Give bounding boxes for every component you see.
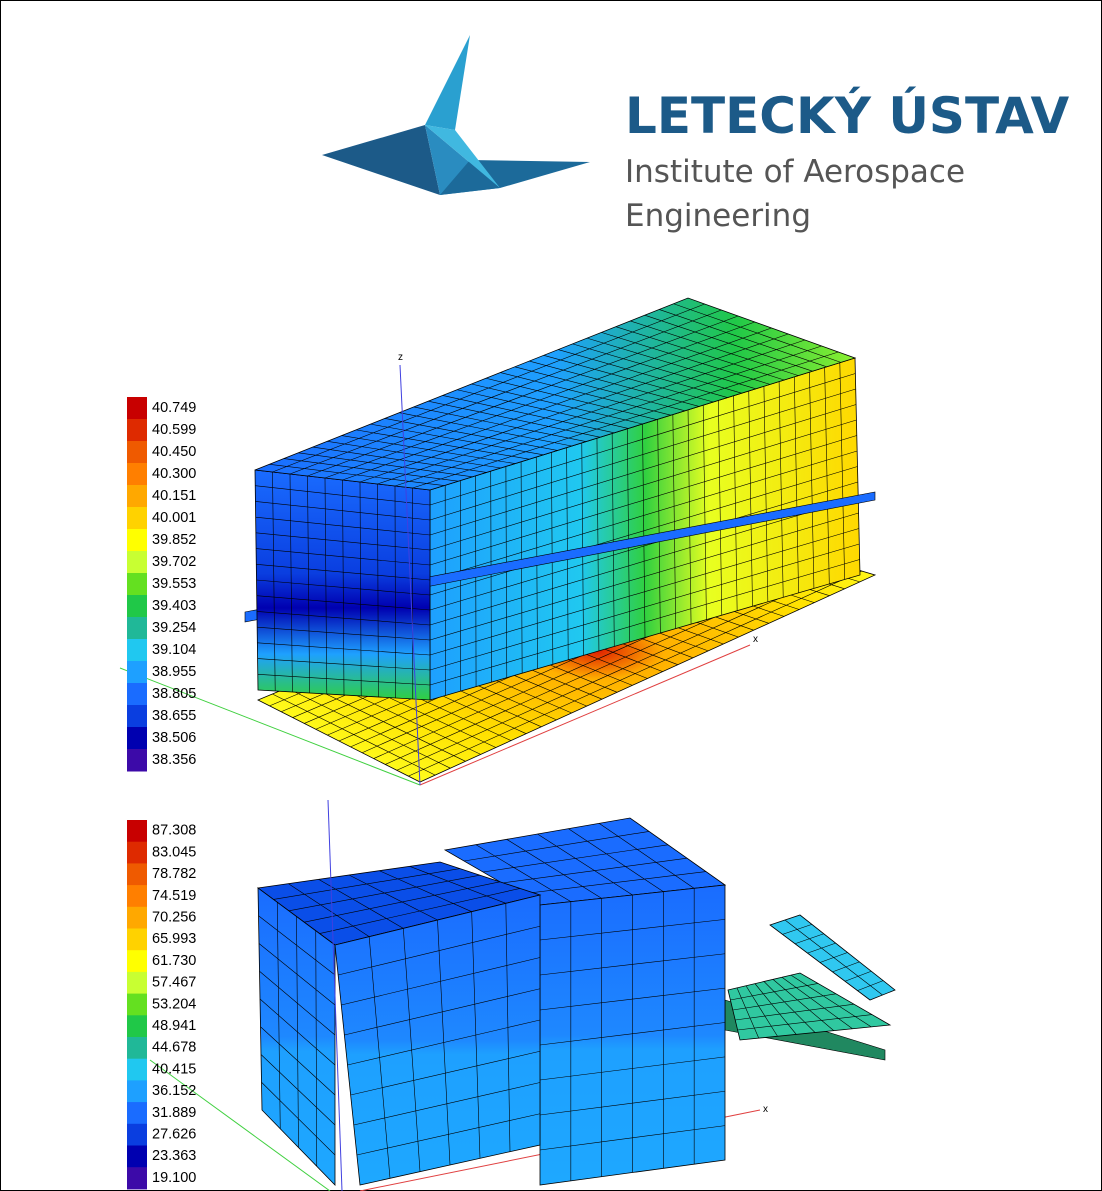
colorbar-swatch (127, 683, 147, 706)
colorbar-swatch (127, 1167, 147, 1190)
colorbar-label: 83.045 (152, 844, 196, 860)
colorbar-swatch (127, 463, 147, 486)
mesh-lines (338, 903, 541, 1179)
mesh-lines (255, 471, 431, 700)
colorbar-label: 38.356 (152, 752, 196, 768)
colorbar-swatch (127, 1037, 147, 1060)
colorbar-swatch (127, 928, 147, 951)
colorbar-label: 40.450 (152, 444, 196, 460)
colorbar-swatch (127, 863, 147, 886)
colorbar-label: 48.941 (152, 1018, 196, 1034)
colorbar-swatch (127, 950, 147, 973)
colorbar-label: 44.678 (152, 1040, 196, 1056)
colorbar-label: 70.256 (152, 909, 196, 925)
axis-line (149, 1059, 331, 1191)
mesh-face (727, 972, 892, 1041)
colorbar-label: 38.506 (152, 730, 196, 746)
colorbar-swatch (127, 906, 147, 929)
colorbar-label: 53.204 (152, 996, 196, 1012)
colorbar-swatch (127, 1015, 147, 1038)
mesh-lines (463, 823, 707, 902)
colorbar-swatch (127, 705, 147, 728)
colorbar-label: 19.100 (152, 1170, 196, 1186)
colorbar-swatch (127, 820, 147, 843)
colorbar-label: 61.730 (152, 953, 196, 969)
colorbar-label: 40.151 (152, 488, 196, 504)
colorbar-label: 31.889 (152, 1105, 196, 1121)
mesh-lines (258, 902, 336, 1167)
colorbar-label: 74.519 (152, 888, 196, 904)
colorbar-label: 23.363 (152, 1148, 196, 1164)
axis-label: x (753, 634, 758, 645)
colorbar-label: 40.599 (152, 422, 196, 438)
colorbar-label: 38.655 (152, 708, 196, 724)
logo-bird (322, 35, 590, 195)
colorbar-swatch (127, 639, 147, 662)
colorbar-label: 65.993 (152, 931, 196, 947)
colorbar-label: 38.955 (152, 664, 196, 680)
colorbar-label: 40.749 (152, 400, 196, 416)
logo-title: LETECKÝ ÚSTAV (625, 86, 1069, 145)
mesh-lines (782, 919, 884, 996)
colorbar-label: 40.415 (152, 1061, 196, 1077)
colorbar-swatch (127, 971, 147, 995)
axis-line (119, 667, 421, 786)
colorbar-swatch (127, 1058, 147, 1081)
colorbar-swatch (127, 841, 147, 864)
colorbar-label: 39.702 (152, 554, 196, 570)
colorbar-label: 39.553 (152, 576, 196, 592)
colorbar-swatch (127, 573, 147, 596)
colorbar-label: 39.403 (152, 598, 196, 614)
fem-render: z x x (119, 297, 896, 1191)
colorbar-swatch (127, 507, 147, 530)
colorbar-label: 87.308 (152, 823, 196, 839)
axis-label: x (763, 1104, 768, 1115)
colorbar-swatch (127, 1080, 147, 1103)
colorbar-label: 40.001 (152, 510, 196, 526)
colorbar-swatch (127, 551, 147, 574)
colorbar-swatch (127, 885, 147, 908)
mesh-lines (269, 303, 841, 489)
colorbar-label: 78.782 (152, 866, 196, 882)
colorbar-label: 39.254 (152, 620, 196, 636)
axis-line (419, 644, 751, 786)
mesh-lines (730, 974, 873, 1039)
mesh-face (769, 914, 896, 1001)
colorbar-swatch (127, 419, 147, 442)
axis-label: z (398, 352, 403, 363)
colorbar-swatch (127, 1145, 147, 1168)
colorbar-swatch (127, 993, 147, 1016)
colorbar-swatch (127, 749, 147, 772)
logo-subtitle: Institute of Aerospace (625, 154, 965, 190)
mesh-lines (539, 888, 726, 1181)
mesh-lines (273, 866, 521, 937)
colorbar-label: 40.300 (152, 466, 196, 482)
colorbar-swatch (127, 397, 147, 420)
colorbar-swatch (127, 441, 147, 464)
colorbar-swatch (127, 617, 147, 640)
colorbar-swatch (127, 727, 147, 750)
axis-line (399, 364, 421, 786)
colorbar-label: 39.104 (152, 642, 196, 658)
axis-line (327, 799, 343, 1191)
mesh-face (334, 894, 541, 1186)
colorbar-label: 27.626 (152, 1126, 196, 1142)
colorbar-label: 57.467 (152, 975, 196, 991)
colorbar-swatch (127, 1102, 147, 1125)
colorbar-swatch (127, 485, 147, 508)
colorbar-swatch (127, 1123, 147, 1146)
colorbar-label: 38.805 (152, 686, 196, 702)
colorbar-swatch (127, 595, 147, 618)
colorbar-label: 36.152 (152, 1083, 196, 1099)
colorbar-label: 39.852 (152, 532, 196, 548)
colorbar-swatch (127, 661, 147, 684)
logo-subtitle: Engineering (625, 198, 811, 234)
colorbar-swatch (127, 529, 147, 552)
